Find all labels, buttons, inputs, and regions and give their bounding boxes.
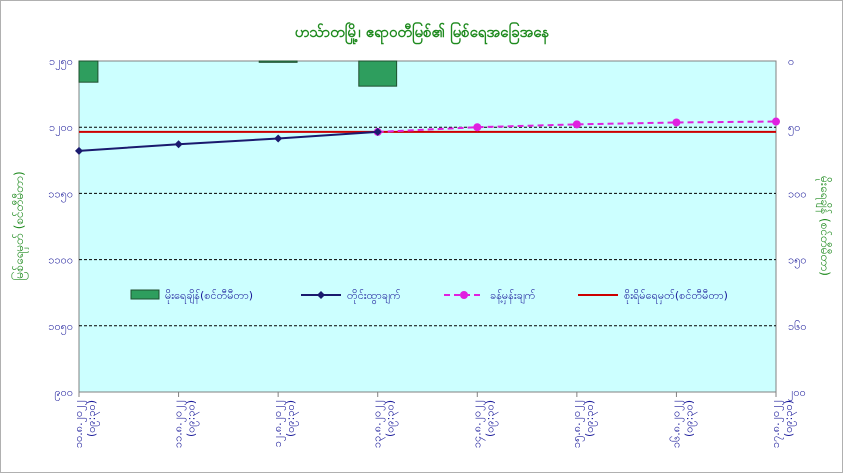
chart-title: ဟသ်ာတမြို့၊ ဧရာဝတီမြစ်၏ မြစ်ရေအခြေအနေ [295, 21, 550, 45]
x-tick-label: ၁၄.၈.၂၀၂၂(၀၉:၃၀) [470, 400, 498, 448]
legend-label: တိုင်းထွာချက် [347, 289, 401, 304]
legend-label: စိုးရိမ်ရေမှတ်(စင်တီမီတာ) [624, 289, 728, 304]
observed-line [78, 130, 378, 152]
x-tick-label: ၁၂.၈.၂၀၂၂(၀၉:၃၀) [271, 400, 299, 447]
data-lines [75, 117, 780, 155]
right-tick-label: ၁၆၀ [788, 320, 807, 333]
right-axis-title: မိုးရေချိန် (စင်တီမီတာ) [815, 176, 833, 276]
legend-swatch [130, 289, 160, 300]
legend-label: ခန့်မှန်းချက် [490, 289, 536, 304]
observed-point [75, 146, 83, 155]
left-axis-title: မြစ်ရေမှတ် (စင်တီမီတာ) [10, 171, 29, 280]
right-tick-label: ၅၀ [788, 121, 800, 136]
left-tick-label: ၁၂၀၀ [49, 121, 73, 136]
rainfall-bar [258, 60, 298, 63]
forecast-point [572, 120, 581, 129]
forecast-point [473, 123, 482, 132]
x-tick-label: ၁၃.၈.၂၀၂၂(၀၉:၃၀) [371, 400, 399, 448]
right-tick-label: ၂၀၀ [788, 386, 806, 401]
left-tick-label: ၁၁၀၀ [48, 254, 73, 267]
forecast-line [377, 120, 777, 133]
x-tick-label: ၁၆.၈.၂၀၂၂(၀၉:၃၀) [669, 400, 697, 448]
x-axis-ticks: ၁၀.၈.၂၀၂၂(၀၉:၃၀) ၁၁.၈.၂၀၂၂(၀၉:၃၀) ၁၂.၈.၂၀၂… [72, 392, 797, 448]
right-tick-label: ၀ [788, 55, 794, 68]
x-tick-label: ၁၀.၈.၂၀၂၂(၀၉:၃၀) [72, 400, 100, 448]
x-tick-label: ၁၇.၈.၂၀၂၂(၀၉:၃၀) [769, 400, 797, 448]
left-tick-label: ၁၁၅၀ [48, 187, 73, 202]
plot-area [78, 60, 777, 393]
rainfall-bars [78, 60, 398, 87]
rainfall-bar [78, 60, 99, 83]
left-tick-label: ၁၂၅၀ [49, 55, 73, 70]
observed-point [373, 127, 382, 136]
right-tick-label: ၁၀၀ [788, 187, 807, 200]
left-axis-ticks: ၉၀၀ ၁၀၅၀ ၁၁၀၀ ၁၁၅၀ ၁၂၀၀ ၁၂၅၀ [48, 55, 73, 401]
rainfall-bar [358, 60, 398, 87]
legend-label: မိုးရေချိန်(စင်တီမီတာ) [165, 289, 253, 304]
forecast-point [672, 118, 681, 127]
x-tick-label: ၁၁.၈.၂၀၂၂(၀၉:၃၀) [172, 400, 200, 448]
grid-lines [79, 126, 776, 327]
x-tick-label: ၁၅.၈.၂၀၂၂(၀၉:၃၀) [570, 400, 598, 448]
observed-point [274, 134, 283, 143]
left-tick-label: ၉၀၀ [54, 386, 73, 401]
legend: မိုးရေချိန်(စင်တီမီတာ) တိုင်းထွာချက် ခန့်မ… [130, 289, 728, 304]
legend-marker [317, 291, 325, 299]
left-tick-label: ၁၀၅၀ [48, 320, 73, 335]
right-tick-label: ၁၅၀ [788, 254, 807, 269]
forecast-point [772, 117, 780, 126]
legend-marker [460, 291, 468, 299]
observed-point [174, 140, 183, 149]
